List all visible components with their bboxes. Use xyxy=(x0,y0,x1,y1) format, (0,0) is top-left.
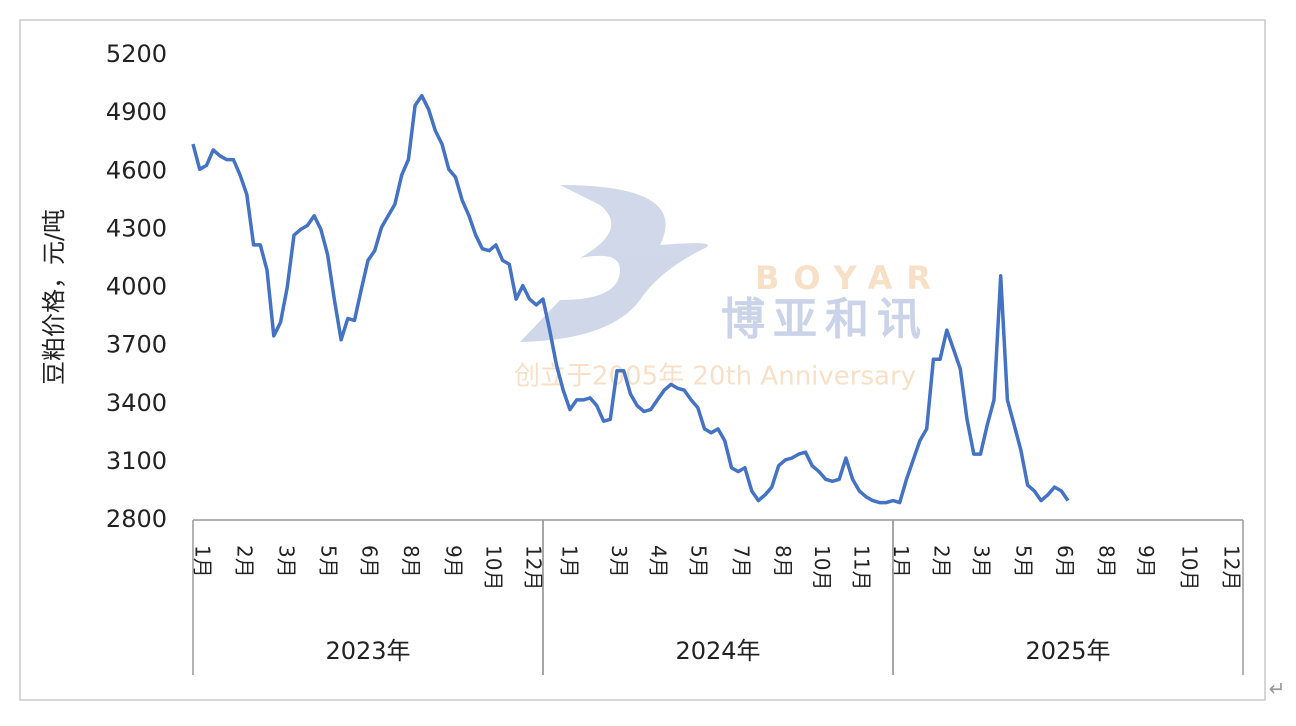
x-tick-label: 3月 xyxy=(969,545,993,578)
x-tick-label: 3月 xyxy=(275,545,299,578)
y-tick-label: 4300 xyxy=(106,214,167,242)
x-tick-label: 6月 xyxy=(1053,545,1077,578)
line-series xyxy=(191,93,1070,505)
watermark-slogan: 创立于2005年 20th Anniversary xyxy=(514,362,916,392)
x-tick-label: 11月 xyxy=(850,545,874,590)
y-tick-label: 4600 xyxy=(106,156,167,184)
y-tick-label: 3400 xyxy=(106,389,167,417)
x-tick-label: 9月 xyxy=(442,545,466,578)
logo-shape xyxy=(520,185,708,342)
x-tick-label: 3月 xyxy=(607,545,631,578)
x-tick-label: 10月 xyxy=(481,545,505,590)
watermark-name: 博亚和讯 xyxy=(721,294,929,345)
x-tick-label: 12月 xyxy=(1220,545,1244,590)
x-tick-label: 4月 xyxy=(646,545,670,578)
x-group-label: 2023年 xyxy=(325,637,410,665)
x-group-label: 2025年 xyxy=(1025,637,1110,665)
y-tick-label: 4000 xyxy=(106,273,167,301)
x-tick-label: 10月 xyxy=(810,545,834,590)
x-group-label: 2024年 xyxy=(675,637,760,665)
x-tick-label: 9月 xyxy=(1134,545,1158,578)
x-tick-label: 5月 xyxy=(687,545,711,578)
watermark-brand: BOYAR xyxy=(755,259,945,297)
watermark: BOYAR 博亚和讯 创立于2005年 20th Anniversary xyxy=(514,185,945,392)
x-tick-label: 8月 xyxy=(771,545,795,578)
y-tick-label: 5200 xyxy=(106,40,167,68)
x-tick-label: 2月 xyxy=(232,545,256,578)
return-mark: ↵ xyxy=(1269,677,1286,701)
chart-border xyxy=(19,19,1266,701)
x-tick-label: 12月 xyxy=(522,545,546,590)
x-tick-label: 6月 xyxy=(358,545,382,578)
y-tick-label: 4900 xyxy=(106,98,167,126)
x-tick-label: 7月 xyxy=(730,545,754,578)
x-tick-label: 8月 xyxy=(1095,545,1119,578)
x-tick-label: 8月 xyxy=(399,545,423,578)
x-tick-label: 10月 xyxy=(1177,545,1201,590)
y-tick-label: 3700 xyxy=(106,331,167,359)
y-tick-label: 3100 xyxy=(106,447,167,475)
y-tick-label: 2800 xyxy=(106,505,167,533)
y-axis-label: 豆粕价格，元/吨 xyxy=(40,209,68,385)
x-tick-label: 2月 xyxy=(930,545,954,578)
x-tick-label: 5月 xyxy=(316,545,340,578)
x-tick-label: 5月 xyxy=(1012,545,1036,578)
x-tick-label: 1月 xyxy=(191,545,215,578)
x-tick-label: 1月 xyxy=(557,545,581,578)
